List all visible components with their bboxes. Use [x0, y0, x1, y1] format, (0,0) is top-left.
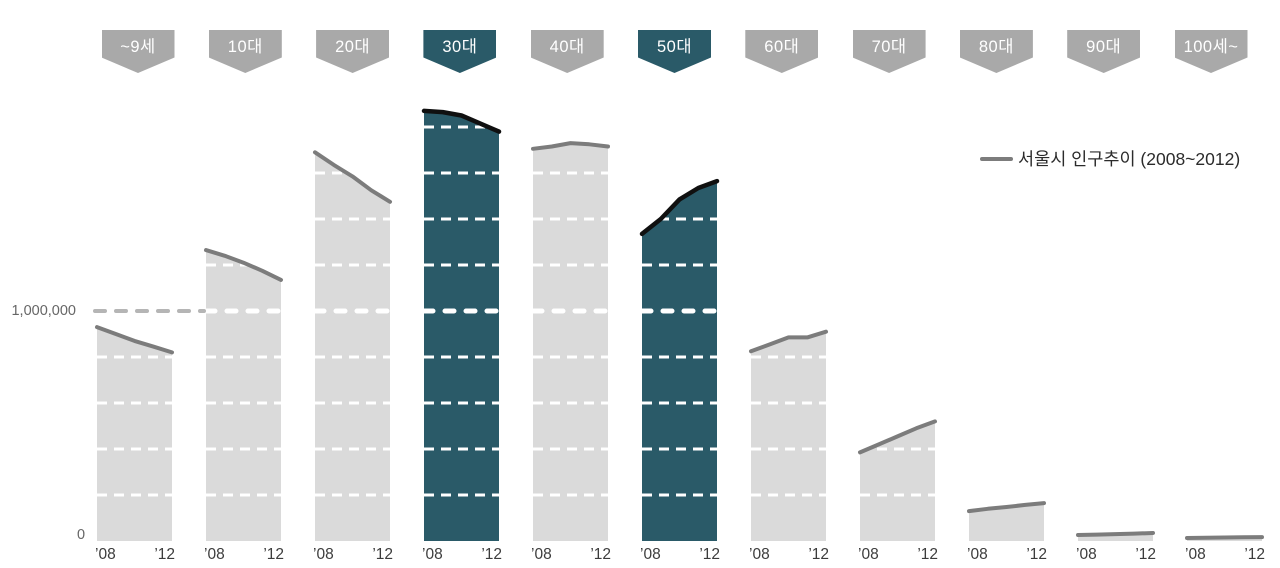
age-bar-area [533, 143, 608, 541]
trend-line [313, 150, 392, 204]
age-bar-area [424, 110, 499, 542]
x-tick-2012: ’12 [1026, 546, 1047, 563]
x-tick-2012: ’12 [699, 546, 720, 563]
age-bar-area [751, 331, 826, 541]
age-bar-group: ’08 ’12 [313, 150, 393, 563]
x-tick-2012: ’12 [1244, 546, 1265, 563]
age-bar-area [97, 327, 172, 541]
age-bar-group: ’08 ’12 [531, 141, 611, 563]
age-group-tag-label: 10대 [227, 37, 263, 56]
trend-line [639, 178, 720, 237]
legend: 서울시 인구추이 (2008~2012) [980, 146, 1240, 171]
y-axis-label-1000000: 1,000,000 [11, 303, 76, 319]
age-bar-area [969, 503, 1044, 541]
age-group-tag-label: 20대 [335, 37, 371, 56]
age-group-tag-label: 50대 [656, 37, 693, 56]
age-group-tag-label: 100세~ [1183, 37, 1239, 56]
trend-line [858, 419, 937, 455]
age-bar-area [860, 421, 935, 541]
age-group-tag-label: 60대 [764, 37, 800, 56]
x-tick-2008: ’08 [1076, 546, 1097, 563]
legend-label: 서울시 인구추이 (2008~2012) [1018, 149, 1241, 169]
trend-line [1185, 535, 1264, 540]
age-bar-area [206, 250, 281, 541]
age-bar-group: ’08 ’12 [858, 419, 938, 563]
y-axis-label-zero: 0 [76, 527, 86, 543]
x-tick-2008: ’08 [749, 546, 770, 563]
x-tick-2012: ’12 [263, 546, 284, 563]
age-bar-area [642, 181, 717, 541]
x-tick-2008: ’08 [858, 546, 879, 563]
age-bar-group: ’08 ’12 [1076, 531, 1156, 563]
x-tick-2008: ’08 [967, 546, 988, 563]
x-tick-2008: ’08 [640, 546, 661, 563]
trend-line [421, 108, 502, 134]
age-group-tag-label: 40대 [549, 37, 585, 56]
legend-line-swatch [980, 156, 1013, 161]
age-group-tag-label: 30대 [442, 37, 478, 56]
age-bar-group: ’08 ’12 [1185, 535, 1265, 563]
x-tick-2008: ’08 [422, 546, 443, 563]
age-bar-group: ’08 ’12 [639, 178, 720, 563]
age-bar-group: ’08 ’12 [749, 329, 829, 563]
x-tick-2012: ’12 [481, 546, 502, 563]
x-tick-2012: ’12 [372, 546, 393, 563]
x-tick-2012: ’12 [1135, 546, 1156, 563]
trend-line [204, 248, 283, 282]
age-group-tag-label: ~9세 [120, 37, 156, 56]
age-bar-area [315, 152, 390, 542]
trend-line [967, 501, 1046, 514]
x-tick-2008: ’08 [531, 546, 552, 563]
x-tick-2008: ’08 [95, 546, 116, 563]
age-group-tag-label: 90대 [1086, 37, 1122, 56]
age-group-tags-row: ~9세 10대 20대 30대 40대 50대 60대 70대 80대 90대 100세~ [0, 0, 1280, 80]
x-tick-2012: ’12 [154, 546, 175, 563]
age-bar-group: ’08 ’12 [421, 108, 502, 563]
x-tick-2008: ’08 [204, 546, 225, 563]
x-tick-2008: ’08 [313, 546, 334, 563]
x-tick-2008: ’08 [1185, 546, 1206, 563]
age-bar-group: ’08 ’12 [95, 325, 175, 563]
trend-line [749, 329, 828, 354]
x-tick-2012: ’12 [808, 546, 829, 563]
x-tick-2012: ’12 [590, 546, 611, 563]
age-group-tag-label: 80대 [978, 37, 1014, 56]
trend-line [95, 325, 174, 355]
trend-line [1076, 531, 1155, 537]
age-group-tag-label: 70대 [871, 37, 907, 56]
x-tick-2012: ’12 [917, 546, 938, 563]
age-bar-group: ’08 ’12 [967, 501, 1047, 563]
age-bar-group: ’08 ’12 [204, 248, 284, 563]
trend-line [531, 141, 610, 151]
